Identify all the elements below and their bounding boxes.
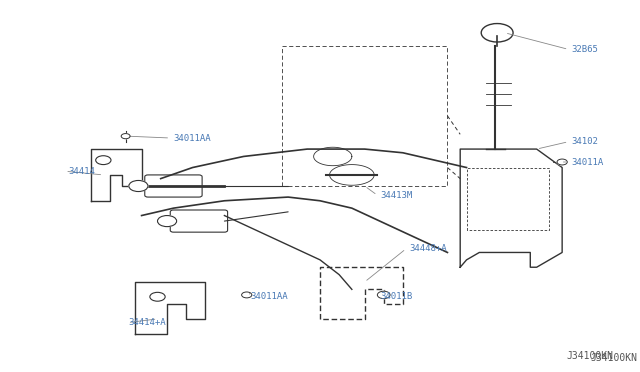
Circle shape [121,134,130,139]
Text: 34011A: 34011A [572,157,604,167]
Text: 34414+A: 34414+A [129,318,166,327]
FancyBboxPatch shape [170,210,228,232]
Text: 34011AA: 34011AA [250,292,287,301]
Circle shape [378,291,390,299]
Text: 34102: 34102 [572,137,598,146]
Circle shape [557,159,567,165]
Text: 34414: 34414 [68,167,95,176]
Text: 32B65: 32B65 [572,45,598,54]
Text: J34100KN: J34100KN [566,351,613,361]
Circle shape [157,215,177,227]
Text: J34100KN: J34100KN [590,353,637,363]
Text: 34448+A: 34448+A [409,244,447,253]
Text: 34011AA: 34011AA [173,134,211,142]
FancyBboxPatch shape [145,175,202,197]
Circle shape [242,292,252,298]
Circle shape [150,292,165,301]
Circle shape [96,156,111,164]
Text: 34413M: 34413M [381,191,413,200]
Text: 34011B: 34011B [381,292,413,301]
Circle shape [129,180,148,192]
